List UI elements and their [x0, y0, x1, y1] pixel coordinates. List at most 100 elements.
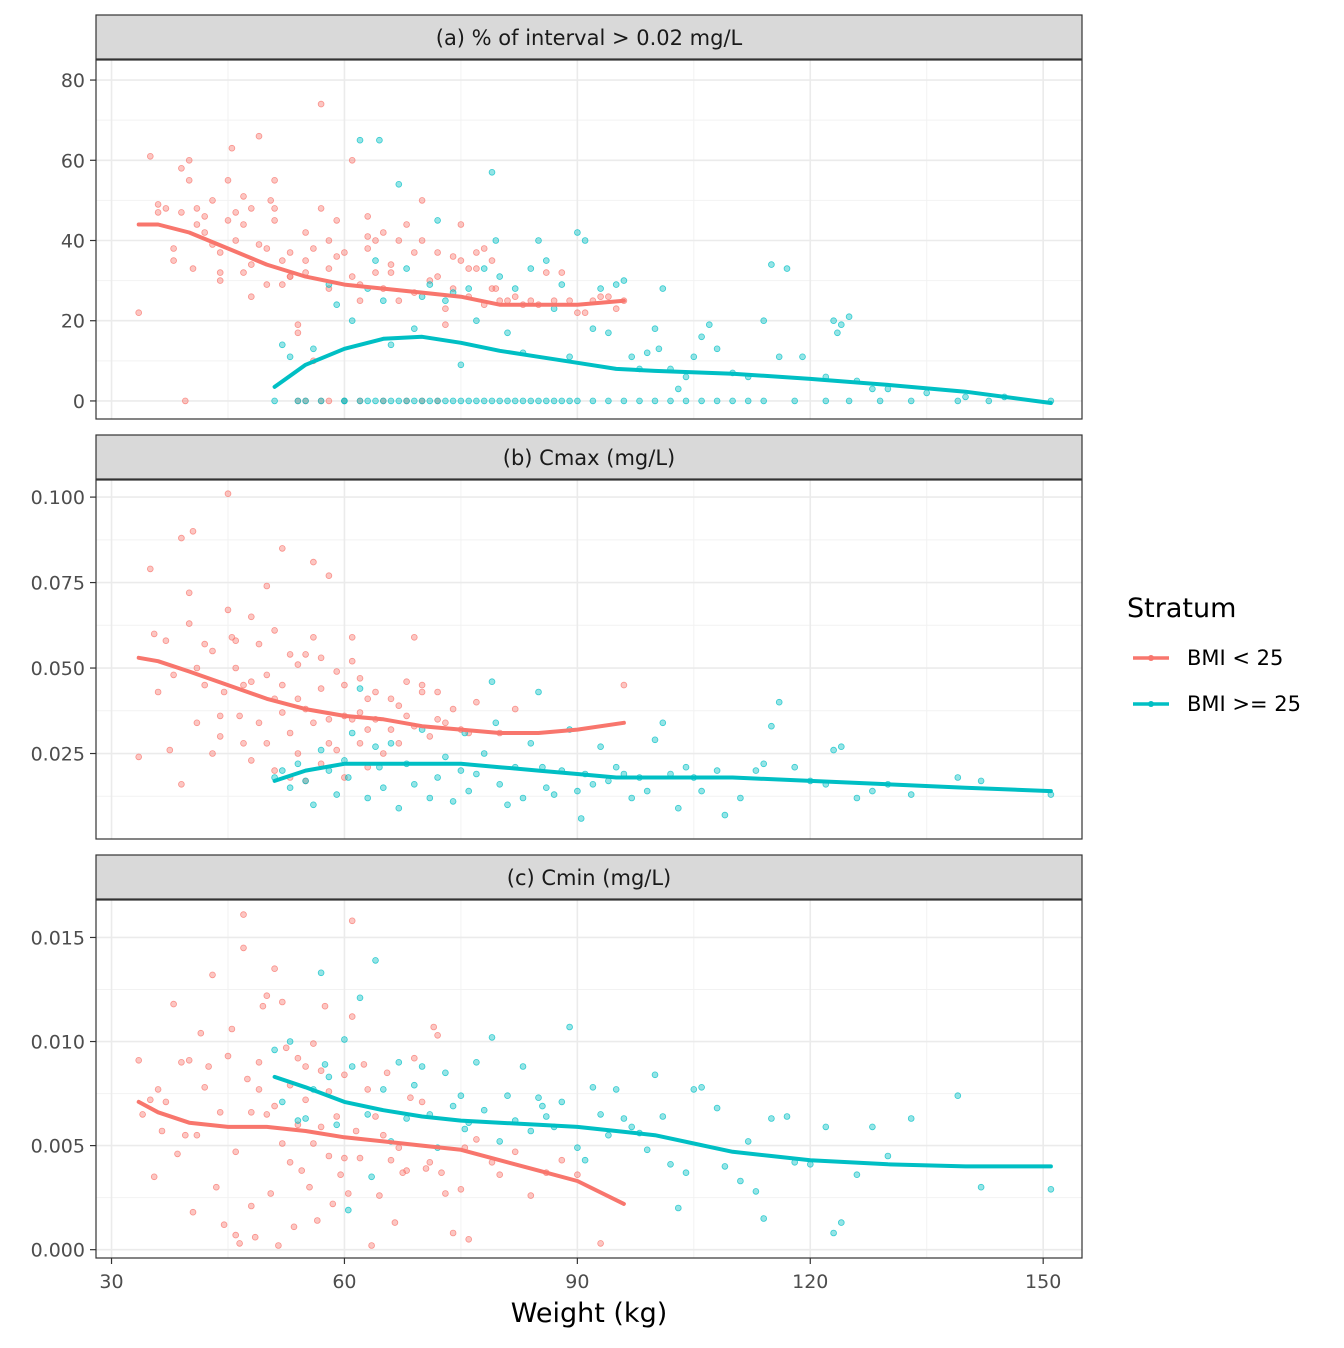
data-point — [410, 249, 418, 256]
data-point — [341, 681, 348, 689]
data-point — [659, 1113, 667, 1120]
data-point — [434, 273, 441, 280]
data-point — [977, 1183, 985, 1191]
data-point — [473, 317, 480, 325]
data-point — [341, 1154, 348, 1162]
data-point — [442, 1069, 449, 1077]
data-point — [182, 397, 189, 405]
x-axis: 30 60 90 120 150 — [99, 1258, 1061, 1293]
data-point — [162, 1098, 170, 1106]
data-point — [209, 647, 216, 655]
panel-a: (a) % of interval > 0.02 mg/L 0 20 40 60 80 — [61, 14, 1083, 420]
data-point — [612, 1086, 620, 1093]
series-points-bmi-over-25 — [271, 678, 1055, 822]
data-point — [837, 1219, 845, 1226]
data-point — [282, 1044, 290, 1052]
data-point — [705, 321, 713, 329]
data-point — [387, 269, 395, 276]
data-point — [341, 397, 348, 405]
data-point — [286, 651, 294, 658]
data-point — [504, 801, 511, 809]
data-point — [620, 397, 628, 405]
data-point — [907, 397, 915, 405]
data-point — [473, 698, 480, 706]
data-point — [240, 269, 247, 276]
data-point — [364, 794, 372, 802]
y-tick-label: 20 — [61, 311, 85, 333]
data-point — [372, 237, 379, 244]
data-point — [174, 1150, 181, 1158]
data-point — [387, 695, 395, 703]
data-point — [834, 329, 841, 337]
data-point — [364, 213, 372, 220]
panel-b: (b) Cmax (mg/L) 0.025 0.050 0.075 0.100 — [31, 434, 1083, 840]
data-point — [387, 341, 395, 349]
data-point — [333, 1113, 341, 1120]
data-point — [387, 1156, 395, 1164]
data-point — [581, 1156, 589, 1164]
data-point — [220, 688, 228, 696]
data-point — [713, 1104, 721, 1112]
data-point — [150, 630, 158, 638]
data-point — [263, 992, 271, 999]
data-point — [240, 944, 247, 952]
data-point — [201, 640, 209, 648]
data-point — [216, 277, 224, 284]
data-point — [255, 719, 263, 727]
data-point — [313, 1217, 321, 1224]
data-point — [344, 1190, 352, 1197]
legend: Stratum BMI < 25 BMI >= 25 — [1127, 593, 1301, 716]
data-point — [379, 750, 387, 757]
y-tick-label: 0.010 — [31, 1032, 85, 1054]
data-point — [426, 397, 434, 405]
data-point — [954, 397, 962, 405]
data-point — [434, 249, 441, 256]
data-point — [333, 253, 341, 260]
y-tick-label: 0.075 — [31, 573, 85, 595]
data-point — [395, 1059, 403, 1066]
data-point — [620, 1115, 628, 1122]
data-point — [721, 811, 729, 819]
data-point — [488, 257, 496, 264]
data-point — [519, 794, 527, 802]
legend-key-dot-bmi-over-25 — [1148, 701, 1154, 707]
data-point — [166, 746, 174, 754]
data-point — [387, 739, 395, 747]
data-point — [566, 1023, 573, 1031]
data-point — [399, 1169, 407, 1176]
data-point — [558, 1156, 566, 1164]
data-point — [267, 1190, 275, 1197]
data-point — [876, 397, 884, 405]
data-point — [884, 1152, 892, 1160]
panel-c-title: (c) Cmin (mg/L) — [507, 866, 672, 890]
data-point — [185, 177, 193, 184]
data-point — [473, 770, 480, 778]
trend-line-bmi-under-25 — [136, 655, 626, 735]
data-point — [830, 1229, 837, 1237]
trend-line-bmi-under-25 — [136, 1099, 626, 1206]
data-point — [154, 688, 162, 696]
data-point — [178, 209, 185, 216]
data-point — [612, 763, 620, 771]
data-point — [760, 397, 767, 405]
y-tick-label: 0.005 — [31, 1136, 85, 1158]
data-point — [395, 297, 403, 305]
data-point — [542, 397, 550, 405]
data-point — [387, 397, 395, 405]
data-point — [674, 1204, 682, 1212]
data-point — [337, 1171, 344, 1178]
data-point — [302, 229, 309, 236]
data-point — [628, 794, 635, 802]
data-point — [542, 784, 550, 791]
data-point — [597, 1111, 604, 1118]
data-point — [147, 1096, 154, 1104]
data-point — [368, 1242, 375, 1249]
data-point — [232, 637, 240, 644]
data-point — [473, 249, 480, 256]
data-point — [356, 136, 364, 144]
data-point — [768, 261, 775, 268]
data-point — [465, 285, 473, 292]
data-point — [193, 221, 201, 228]
data-point — [962, 393, 969, 401]
data-point — [364, 695, 372, 703]
